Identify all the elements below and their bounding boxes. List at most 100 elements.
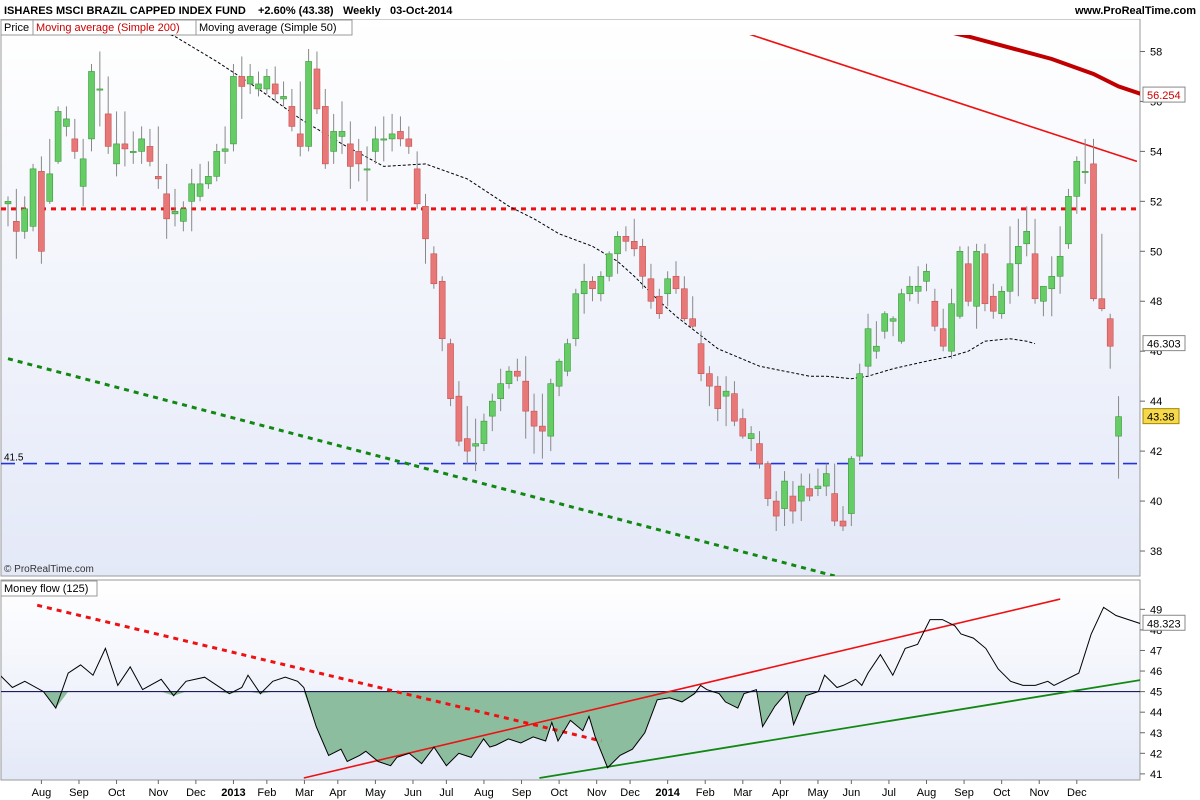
- candle-down: [630, 241, 638, 250]
- candle-down: [647, 278, 655, 302]
- candle-up: [113, 143, 120, 165]
- indicator-label-box[interactable]: [0, 580, 98, 597]
- mf-tick-label: 42: [1150, 748, 1162, 760]
- price-tick-label: 54: [1150, 146, 1162, 158]
- candle-up: [1073, 161, 1081, 197]
- price-tick-label: 52: [1150, 196, 1162, 208]
- candle-up: [906, 285, 914, 295]
- candle-down: [739, 418, 747, 437]
- time-tick-label: 2014: [655, 787, 680, 799]
- candle-down: [939, 328, 947, 347]
- price-marker-box: [1142, 408, 1180, 425]
- candle-down: [706, 373, 713, 387]
- candle-up: [605, 253, 613, 277]
- candle-up: [898, 293, 905, 342]
- time-tick-label: Jun: [842, 787, 860, 799]
- time-tick-label: Dec: [1067, 787, 1087, 799]
- candle-up: [129, 151, 137, 153]
- candle-down: [697, 343, 705, 374]
- candle-up: [881, 313, 889, 332]
- candle-up: [188, 183, 195, 202]
- candle-up: [722, 390, 730, 397]
- time-tick-label: Aug: [917, 787, 937, 799]
- candle-down: [622, 236, 630, 242]
- time-tick-label: Feb: [257, 787, 276, 799]
- candle-up: [822, 473, 830, 487]
- time-tick-label: Apr: [772, 787, 789, 799]
- candle-down: [839, 520, 847, 527]
- price-tick-label: 44: [1150, 396, 1162, 408]
- candle-up: [388, 133, 396, 140]
- time-tick-label: Sep: [954, 787, 974, 799]
- candle-up: [572, 293, 580, 340]
- time-tick-label: Jul: [882, 787, 896, 799]
- candle-down: [313, 68, 321, 110]
- time-tick-label: Aug: [32, 787, 52, 799]
- candle-up: [79, 158, 87, 187]
- time-tick-label: Oct: [993, 787, 1010, 799]
- legend-ma50-box[interactable]: [195, 19, 353, 36]
- candle-up: [221, 148, 229, 152]
- price-marker-box: [1142, 86, 1186, 103]
- candle-down: [530, 410, 538, 427]
- candle-up: [856, 373, 864, 457]
- mf-tick-label: 44: [1150, 707, 1162, 719]
- candle-up: [1115, 416, 1122, 437]
- candle-up: [305, 61, 312, 147]
- candle-up: [330, 131, 337, 152]
- candle-up: [973, 250, 980, 307]
- candle-down: [931, 300, 939, 327]
- candle-down: [121, 143, 129, 150]
- chart-change: +2.60% (43.38): [258, 5, 334, 17]
- candle-down: [1098, 298, 1106, 310]
- candle-up: [1006, 263, 1014, 292]
- mf-tick-label: 41: [1150, 769, 1162, 781]
- candle-down: [714, 385, 722, 409]
- candle-down: [681, 288, 688, 320]
- candle-down: [522, 380, 530, 412]
- candle-up: [488, 400, 496, 417]
- time-tick-label: Mar: [733, 787, 752, 799]
- time-tick-label: Feb: [696, 787, 715, 799]
- candle-up: [873, 345, 880, 352]
- candle-up: [46, 173, 54, 202]
- candle-up: [54, 111, 62, 162]
- time-tick-label: Jun: [404, 787, 422, 799]
- trend-line-green-dotted: [7, 357, 836, 576]
- candle-down: [321, 106, 329, 165]
- candle-up: [998, 290, 1005, 315]
- price-tick-label: 40: [1150, 496, 1162, 508]
- indicator-label: Money flow (125): [4, 583, 88, 595]
- time-tick-label: Oct: [108, 787, 125, 799]
- candle-down: [355, 151, 363, 165]
- candle-up: [1015, 245, 1022, 265]
- candle-up: [230, 76, 237, 145]
- candle-down: [430, 253, 438, 285]
- time-tick-label: Apr: [329, 787, 346, 799]
- candle-down: [296, 133, 304, 147]
- site-url[interactable]: www.ProRealTime.com: [1074, 5, 1196, 17]
- trend-line-red: [749, 35, 1138, 163]
- candle-down: [689, 318, 697, 327]
- candle-up: [1065, 196, 1072, 245]
- candle-down: [764, 463, 772, 499]
- candle-down: [455, 395, 463, 442]
- time-tick-label: May: [808, 787, 829, 799]
- mf-value-label: 48.323: [1147, 618, 1181, 630]
- candle-down: [71, 138, 79, 152]
- candle-up: [280, 96, 287, 100]
- candle-up: [747, 433, 755, 439]
- money-flow-plot-layer: [1, 598, 1140, 779]
- time-tick-label: Mar: [295, 787, 314, 799]
- candle-up: [246, 76, 254, 85]
- candle-down: [964, 263, 972, 302]
- legend-ma200: Moving average (Simple 200): [36, 22, 180, 34]
- price-marker-label: 56.254: [1147, 90, 1181, 102]
- time-tick-label: Nov: [149, 787, 169, 799]
- ma200-line: [953, 35, 1140, 96]
- mf-trend-red: [303, 598, 1061, 779]
- mf-tick-label: 49: [1150, 604, 1162, 616]
- candle-up: [664, 278, 671, 295]
- time-tick-label: May: [365, 787, 386, 799]
- time-tick-label: Sep: [512, 787, 532, 799]
